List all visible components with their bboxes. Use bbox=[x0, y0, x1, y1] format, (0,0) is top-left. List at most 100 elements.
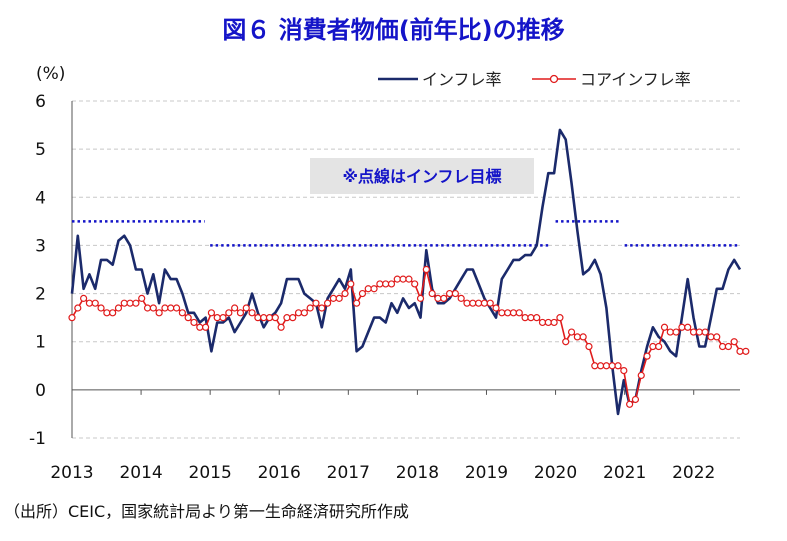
core-inflation-point bbox=[254, 314, 262, 322]
core-inflation-point bbox=[172, 304, 181, 312]
core-inflation-point bbox=[608, 362, 616, 370]
core-inflation-point bbox=[114, 304, 123, 312]
core-inflation-point bbox=[527, 314, 535, 322]
core-inflation-point bbox=[97, 304, 105, 312]
core-inflation-point bbox=[666, 328, 674, 336]
core-inflation-point bbox=[416, 294, 425, 302]
core-inflation-point bbox=[248, 309, 256, 317]
core-inflation-point bbox=[538, 318, 547, 327]
core-inflation-point bbox=[231, 304, 239, 312]
core-inflation-point bbox=[556, 314, 564, 322]
core-inflation-point bbox=[509, 309, 518, 317]
y-tick-label: 0 bbox=[35, 381, 46, 401]
core-inflation-point bbox=[591, 362, 599, 370]
y-axis-label: (%) bbox=[36, 64, 65, 84]
core-inflation-point bbox=[585, 342, 593, 351]
core-inflation-point bbox=[445, 289, 454, 298]
core-inflation-point bbox=[91, 299, 99, 307]
x-tick-label: 2020 bbox=[534, 463, 577, 483]
core-inflation-point bbox=[236, 309, 245, 317]
core-inflation-point bbox=[411, 280, 419, 288]
y-tick-label: 1 bbox=[35, 333, 46, 353]
core-inflation-point bbox=[312, 299, 320, 307]
grid-lines bbox=[72, 100, 740, 439]
core-inflation-point bbox=[335, 294, 343, 302]
core-inflation-point bbox=[602, 362, 611, 370]
core-inflation-point bbox=[393, 275, 401, 283]
core-inflation-point bbox=[109, 309, 117, 317]
core-inflation-point bbox=[399, 275, 407, 283]
x-tick-label: 2013 bbox=[50, 463, 93, 483]
core-inflation-point bbox=[567, 328, 576, 336]
core-inflation-point bbox=[155, 309, 163, 317]
core-inflation-point bbox=[678, 323, 686, 331]
core-inflation-point bbox=[202, 323, 210, 331]
core-inflation-point bbox=[347, 280, 355, 288]
y-tick-label: 5 bbox=[35, 140, 46, 160]
core-inflation-point bbox=[289, 314, 297, 322]
core-inflation-point bbox=[544, 318, 552, 327]
core-inflation-point bbox=[364, 285, 372, 293]
core-inflation-point bbox=[80, 294, 88, 302]
core-inflation-point bbox=[126, 299, 134, 307]
core-inflation-point bbox=[573, 333, 581, 341]
inflation-target-lines bbox=[72, 220, 740, 247]
core-inflation-point bbox=[655, 342, 663, 351]
core-inflation-point bbox=[684, 323, 692, 331]
core-inflation-point bbox=[492, 304, 500, 312]
core-inflation-point bbox=[631, 395, 640, 404]
core-inflation-point bbox=[562, 338, 570, 346]
annotation-background bbox=[310, 158, 534, 194]
core-inflation-point bbox=[260, 314, 268, 322]
core-inflation-point bbox=[504, 309, 512, 317]
core-inflation-point bbox=[265, 314, 274, 322]
core-inflation-point bbox=[306, 304, 314, 312]
core-inflation-point bbox=[428, 289, 436, 298]
core-inflation-point bbox=[184, 314, 192, 322]
y-tick-label: 2 bbox=[35, 285, 46, 305]
x-tick-label: 2016 bbox=[258, 463, 301, 483]
core-inflation-point bbox=[387, 280, 396, 288]
core-inflation-point bbox=[620, 367, 628, 375]
core-inflation-point bbox=[167, 304, 175, 312]
core-inflation-point bbox=[74, 304, 82, 312]
core-inflation-point bbox=[736, 347, 744, 355]
core-inflation-point bbox=[143, 304, 152, 312]
core-inflation-point bbox=[469, 299, 477, 307]
core-inflation-point bbox=[637, 371, 645, 380]
core-inflation-point bbox=[713, 333, 721, 341]
core-inflation-point bbox=[178, 309, 186, 317]
core-inflation-point bbox=[120, 299, 128, 307]
core-inflation-point bbox=[225, 309, 233, 317]
core-inflation-point bbox=[271, 314, 279, 322]
core-inflation-point bbox=[318, 304, 326, 312]
core-inflation-point bbox=[475, 299, 483, 307]
y-tick-label: 6 bbox=[35, 92, 46, 112]
core-inflation-point bbox=[521, 314, 529, 322]
core-inflation-point bbox=[533, 314, 541, 322]
core-inflation-point bbox=[550, 318, 558, 327]
core-inflation-point bbox=[480, 299, 489, 307]
core-inflation-point bbox=[672, 328, 680, 336]
legend-label-inflation: インフレ率 bbox=[422, 70, 502, 89]
core-inflation-point bbox=[579, 333, 587, 341]
core-inflation-point bbox=[358, 289, 367, 298]
core-inflation-point bbox=[190, 318, 198, 327]
legend-marker-core bbox=[549, 74, 559, 84]
annotation-box: ※点線はインフレ目標 bbox=[310, 158, 534, 194]
core-inflation-point bbox=[161, 304, 169, 312]
x-tick-label: 2019 bbox=[465, 463, 508, 483]
core-inflation-point bbox=[498, 309, 506, 317]
core-inflation-point bbox=[294, 309, 303, 317]
core-inflation-point bbox=[626, 400, 634, 408]
annotation-text: ※点線はインフレ目標 bbox=[342, 167, 501, 186]
core-inflation-point bbox=[422, 265, 430, 274]
core-inflation-point bbox=[724, 342, 732, 351]
core-inflation-point bbox=[68, 314, 76, 322]
core-inflation-point bbox=[132, 299, 140, 307]
x-tick-label: 2022 bbox=[672, 463, 715, 483]
core-inflation-point bbox=[486, 299, 494, 307]
core-inflation-point bbox=[242, 304, 250, 312]
core-inflation-point bbox=[370, 285, 378, 293]
x-tick-label: 2021 bbox=[603, 463, 646, 483]
